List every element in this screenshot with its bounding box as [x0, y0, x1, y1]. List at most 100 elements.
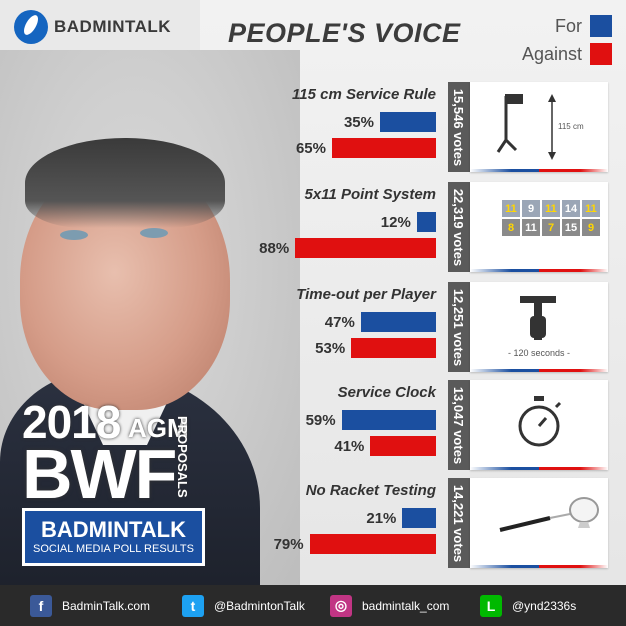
card-color-strip — [470, 565, 608, 568]
for-percent-label: 21% — [366, 509, 397, 527]
question-row: No Racket Testing 21% 79% 14,221 votes — [230, 478, 622, 568]
question-row: Time-out per Player 47% 53% 12,251 votes - 1… — [230, 282, 622, 372]
for-percent-label: 35% — [343, 113, 374, 131]
illustration-card — [470, 478, 608, 568]
legend-label-for: For — [555, 15, 582, 36]
for-bar — [380, 112, 436, 132]
card-color-strip — [470, 269, 608, 272]
score-cell: 8 — [502, 219, 520, 236]
legend-label-against: Against — [521, 43, 582, 64]
headline-org: BWF — [22, 435, 177, 513]
for-bar-row: 12% — [381, 212, 436, 232]
page-title: PEOPLE'S VOICE — [228, 18, 461, 48]
question-title: 115 cm Service Rule — [292, 86, 436, 103]
for-bar — [402, 508, 436, 528]
for-bar-row: 47% — [325, 312, 436, 332]
racket-icon — [499, 497, 599, 532]
against-bar-row: 65% — [296, 138, 436, 158]
portrait-photo — [0, 50, 300, 600]
against-percent-label: 88% — [259, 239, 290, 257]
legend-item-against: Against — [522, 40, 612, 68]
social-footer: f BadminTalk.com t @BadmintonTalk ◎ badmintal… — [0, 585, 626, 626]
against-percent-label: 41% — [334, 437, 365, 455]
for-bar — [341, 410, 436, 430]
timeout-hand-icon — [520, 296, 556, 340]
votes-count-label: 14,221 votes — [451, 484, 467, 562]
illustration-card: 11 9 11 14 11 8 11 7 15 9 — [470, 182, 608, 272]
votes-count-label: 22,319 votes — [451, 188, 467, 266]
votes-count-box: 14,221 votes — [448, 478, 470, 568]
for-bar — [360, 312, 436, 332]
votes-count-box: 13,047 votes — [448, 380, 470, 470]
poll-results-badge: BADMINTALK SOCIAL MEDIA POLL RESULTS — [22, 508, 205, 566]
score-cell: 11 — [542, 200, 560, 217]
illustration-card — [470, 380, 608, 470]
against-bar — [351, 338, 436, 358]
line-icon: L — [480, 594, 502, 617]
hair-shape — [25, 138, 225, 228]
headline-agm: AGM — [128, 413, 189, 443]
score-cell: 11 — [522, 219, 540, 236]
votes-count-box: 15,546 votes — [448, 82, 470, 172]
legend-item-for: For — [522, 12, 612, 40]
social-link-label: @ynd2336s — [512, 598, 577, 613]
against-bar-row: 88% — [259, 238, 436, 258]
social-link[interactable]: L @ynd2336s — [480, 594, 577, 617]
social-link-label: @BadmintonTalk — [214, 598, 305, 613]
votes-count-label: 12,251 votes — [451, 288, 467, 366]
poll-badge-title: BADMINTALK — [40, 517, 186, 542]
votes-count-box: 12,251 votes — [448, 282, 470, 372]
against-percent-label: 79% — [273, 535, 304, 553]
score-cell: 9 — [522, 200, 540, 217]
against-percent-label: 65% — [295, 139, 326, 157]
social-link-label: badmintalk_com — [362, 598, 450, 613]
poll-badge-subtitle: SOCIAL MEDIA POLL RESULTS — [33, 543, 194, 555]
against-percent-label: 53% — [315, 339, 346, 357]
card-color-strip — [470, 369, 608, 372]
headline-proposals: PROPOSALS — [175, 416, 190, 498]
card-color-strip — [470, 169, 608, 172]
facebook-icon: f — [30, 594, 52, 617]
for-percent-label: 59% — [305, 411, 336, 429]
question-row: Service Clock 59% 41% 13,047 votes — [230, 380, 622, 470]
score-cell: 7 — [542, 219, 560, 236]
question-title: 5x11 Point System — [304, 186, 436, 203]
social-link[interactable]: t @BadmintonTalk — [182, 594, 305, 617]
question-title: Service Clock — [337, 384, 436, 401]
score-cell: 9 — [582, 219, 600, 236]
score-cell: 15 — [562, 219, 580, 236]
illustration-card: 115 cm — [470, 82, 608, 172]
votes-count-box: 22,319 votes — [448, 182, 470, 272]
question-row: 5x11 Point System 12% 88% 22,319 votes 11 9 11… — [230, 182, 622, 272]
for-bar-row: 59% — [306, 410, 436, 430]
social-link[interactable]: ◎ badmintalk_com — [330, 594, 450, 617]
timeout-label: - 120 seconds - — [508, 348, 571, 358]
against-bar — [332, 138, 436, 158]
brand-name: BADMINTALK — [54, 17, 172, 36]
legend-swatch-against — [590, 43, 612, 65]
for-bar — [416, 212, 436, 232]
for-percent-label: 47% — [324, 313, 355, 331]
question-title: No Racket Testing — [305, 482, 436, 499]
instagram-icon: ◎ — [330, 594, 352, 617]
legend-swatch-for — [590, 15, 612, 37]
for-bar-row: 21% — [366, 508, 436, 528]
brand-logo: BADMINTALK — [14, 10, 171, 44]
badmintalk-logo-icon — [14, 10, 48, 44]
twitter-icon: t — [182, 594, 204, 617]
score-grid: 11 9 11 14 11 8 11 7 15 9 — [502, 200, 600, 236]
illustration-card: - 120 seconds - — [470, 282, 608, 372]
right-eye-shape — [140, 228, 168, 238]
question-row: 115 cm Service Rule 35% 65% 15,546 votes 115… — [230, 82, 622, 172]
for-percent-label: 12% — [380, 213, 411, 231]
votes-count-label: 15,546 votes — [451, 88, 467, 166]
social-link-label: BadminTalk.com — [62, 598, 151, 613]
against-bar — [309, 534, 436, 554]
score-cell: 11 — [582, 200, 600, 217]
score-cell: 14 — [562, 200, 580, 217]
votes-count-label: 13,047 votes — [451, 386, 467, 464]
social-link[interactable]: f BadminTalk.com — [30, 594, 151, 617]
score-cell: 11 — [502, 200, 520, 217]
left-eye-shape — [60, 230, 88, 240]
against-bar — [295, 238, 436, 258]
